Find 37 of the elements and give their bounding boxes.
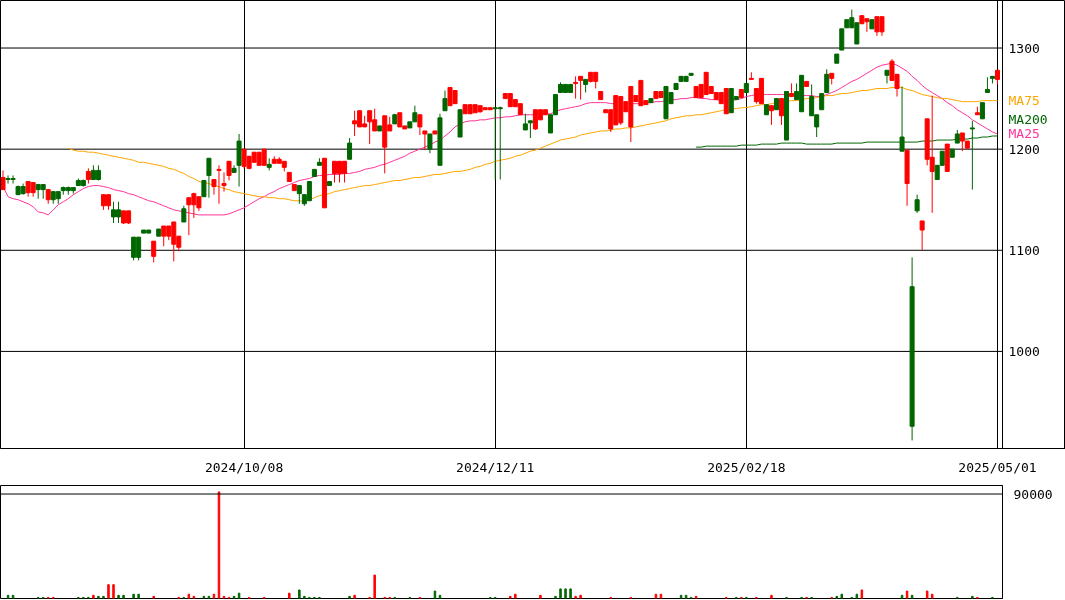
x-tick-label: 2024/12/11 <box>456 459 535 475</box>
candlestick <box>352 110 358 137</box>
series-label: MA25 <box>1008 126 1040 142</box>
y-tick-label: 1000 <box>1008 343 1040 359</box>
candlestick <box>422 130 428 151</box>
x-tick-label: 2024/10/08 <box>204 459 284 475</box>
x-tick-label: 2025/02/18 <box>707 459 786 475</box>
candlestick <box>768 105 774 126</box>
candlestick <box>779 98 785 126</box>
y-tick-label: 1300 <box>1008 40 1040 56</box>
candlestick <box>347 137 353 160</box>
candlestick <box>497 106 503 180</box>
series-label: MA200 <box>1008 111 1048 127</box>
candlestick <box>331 160 338 184</box>
candlestick <box>884 69 890 84</box>
candlestick <box>929 95 935 214</box>
candlestick <box>573 75 579 100</box>
candlestick <box>839 28 845 51</box>
text: 90000 <box>1013 486 1053 502</box>
candlestick <box>427 133 433 154</box>
y-tick-label: 1100 <box>1008 242 1040 258</box>
y-tick-label: 1200 <box>1008 141 1040 157</box>
candlestick <box>824 68 830 94</box>
series-label: MA75 <box>1008 93 1040 109</box>
candlestick <box>914 194 920 214</box>
candlestick <box>151 240 157 263</box>
candlestick <box>578 75 584 101</box>
candlestick <box>296 185 302 205</box>
candlestick <box>111 201 117 224</box>
candlestick <box>306 181 312 202</box>
candlestick <box>0 169 6 191</box>
candlestick <box>367 110 373 145</box>
candlestick <box>131 236 137 261</box>
x-tick-label: 2025/05/01 <box>958 459 1037 475</box>
candlestick <box>919 220 925 251</box>
candlestick <box>161 225 167 247</box>
candlestick <box>442 90 448 112</box>
